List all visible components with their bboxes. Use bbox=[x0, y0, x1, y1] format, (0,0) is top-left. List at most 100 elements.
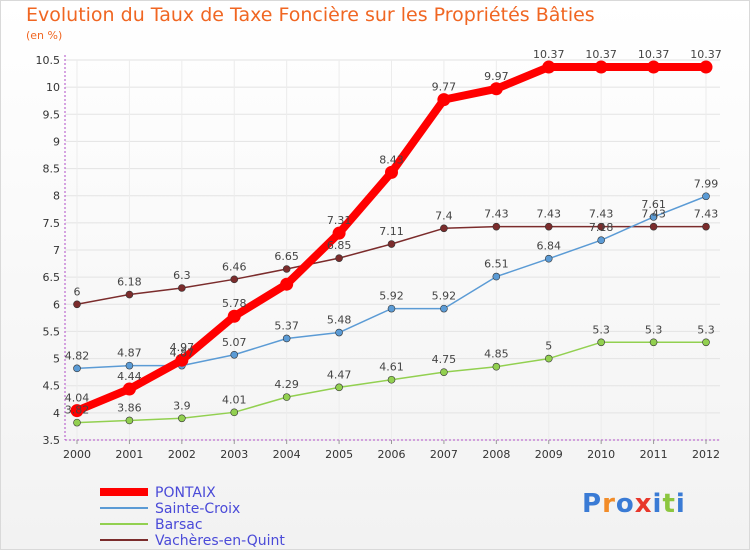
data-point bbox=[70, 404, 84, 418]
y-tick-label: 5 bbox=[53, 353, 60, 366]
data-point bbox=[437, 93, 451, 107]
data-label: 5.07 bbox=[222, 336, 247, 349]
data-point bbox=[178, 414, 186, 423]
data-label: 7.43 bbox=[537, 208, 562, 221]
data-point bbox=[385, 165, 398, 179]
data-point bbox=[387, 304, 396, 313]
x-tick-label: 2010 bbox=[587, 448, 615, 461]
data-point bbox=[440, 368, 448, 376]
data-point bbox=[73, 418, 81, 427]
data-point bbox=[649, 222, 658, 231]
data-point bbox=[280, 277, 294, 291]
x-tick-label: 2002 bbox=[168, 448, 196, 461]
y-tick-label: 9.5 bbox=[43, 108, 61, 121]
data-label: 7.11 bbox=[379, 225, 404, 238]
data-label: 4.87 bbox=[117, 347, 142, 360]
data-label: 4.85 bbox=[484, 348, 509, 361]
y-tick-label: 3.5 bbox=[43, 434, 61, 447]
data-point bbox=[335, 254, 343, 262]
data-point bbox=[492, 272, 501, 281]
x-tick-label: 2008 bbox=[482, 448, 510, 461]
data-label: 5 bbox=[545, 340, 552, 353]
data-point bbox=[702, 338, 710, 347]
data-label: 5.92 bbox=[432, 290, 457, 303]
data-label: 6.46 bbox=[222, 260, 247, 273]
data-point bbox=[594, 60, 608, 74]
data-label: 7.99 bbox=[694, 177, 719, 190]
data-label: 6.85 bbox=[327, 239, 352, 252]
y-tick-label: 10 bbox=[46, 81, 60, 94]
logo-letter: i bbox=[675, 489, 686, 519]
data-point bbox=[178, 284, 186, 292]
data-point bbox=[649, 213, 658, 221]
data-label: 5.92 bbox=[379, 290, 404, 303]
data-label: 5.78 bbox=[222, 297, 247, 310]
data-label: 6.51 bbox=[484, 258, 509, 271]
data-point bbox=[440, 304, 448, 313]
data-point bbox=[387, 375, 396, 384]
data-label: 7.4 bbox=[435, 209, 453, 222]
data-label: 7.61 bbox=[641, 198, 666, 211]
data-label: 5.3 bbox=[592, 323, 610, 336]
y-tick-label: 9 bbox=[53, 135, 60, 148]
data-label: 4.29 bbox=[274, 378, 299, 391]
data-point bbox=[282, 334, 291, 343]
y-tick-label: 8.5 bbox=[43, 163, 61, 176]
data-point bbox=[73, 300, 81, 309]
data-point bbox=[702, 222, 710, 231]
data-point bbox=[282, 265, 291, 273]
data-point bbox=[125, 416, 134, 425]
data-point bbox=[230, 350, 239, 359]
data-label: 7.31 bbox=[327, 214, 352, 227]
logo-letter: t bbox=[662, 489, 676, 519]
y-tick-label: 8 bbox=[53, 190, 60, 203]
chart-subtitle: (en %) bbox=[26, 29, 63, 42]
data-point bbox=[544, 254, 553, 263]
legend-label: PONTAIX bbox=[155, 485, 216, 501]
data-label: 5.3 bbox=[645, 323, 663, 336]
legend-label: Barsac bbox=[155, 517, 203, 533]
data-point bbox=[125, 361, 134, 370]
data-point bbox=[335, 383, 343, 392]
data-point bbox=[544, 354, 553, 363]
data-label: 6.18 bbox=[117, 276, 142, 289]
data-point bbox=[597, 236, 605, 245]
proxiti-logo: Proxiti bbox=[582, 489, 686, 519]
data-label: 9.77 bbox=[432, 81, 457, 94]
data-point bbox=[699, 60, 713, 74]
y-tick-label: 5.5 bbox=[43, 325, 61, 338]
data-label: 4.47 bbox=[327, 368, 352, 381]
data-label: 3.82 bbox=[65, 404, 90, 417]
data-point bbox=[230, 408, 239, 417]
y-tick-label: 7 bbox=[53, 244, 60, 257]
data-point bbox=[647, 60, 661, 74]
data-point bbox=[125, 290, 134, 299]
data-point bbox=[387, 240, 396, 248]
x-tick-label: 2007 bbox=[430, 448, 458, 461]
data-point bbox=[492, 362, 501, 371]
data-label: 5.37 bbox=[274, 319, 299, 332]
data-point bbox=[597, 338, 605, 347]
data-label: 6.65 bbox=[274, 250, 299, 263]
legend-label: Vachères-en-Quint bbox=[155, 533, 285, 549]
data-point bbox=[335, 328, 343, 337]
data-point bbox=[492, 222, 501, 231]
data-label: 4.75 bbox=[432, 353, 457, 366]
x-tick-label: 2005 bbox=[325, 448, 353, 461]
data-label: 3.9 bbox=[173, 399, 191, 412]
data-label: 10.37 bbox=[585, 48, 617, 61]
data-label: 7.43 bbox=[484, 208, 509, 221]
data-point bbox=[542, 60, 556, 74]
x-tick-label: 2004 bbox=[273, 448, 301, 461]
data-label: 4.01 bbox=[222, 393, 247, 406]
data-label: 7.43 bbox=[641, 208, 666, 221]
data-point bbox=[489, 82, 503, 96]
data-label: 6.3 bbox=[173, 269, 191, 282]
data-point bbox=[544, 222, 553, 231]
y-tick-label: 6 bbox=[53, 298, 60, 311]
data-label: 10.37 bbox=[690, 48, 722, 61]
data-point bbox=[702, 192, 710, 201]
logo-letter: x bbox=[634, 489, 653, 519]
